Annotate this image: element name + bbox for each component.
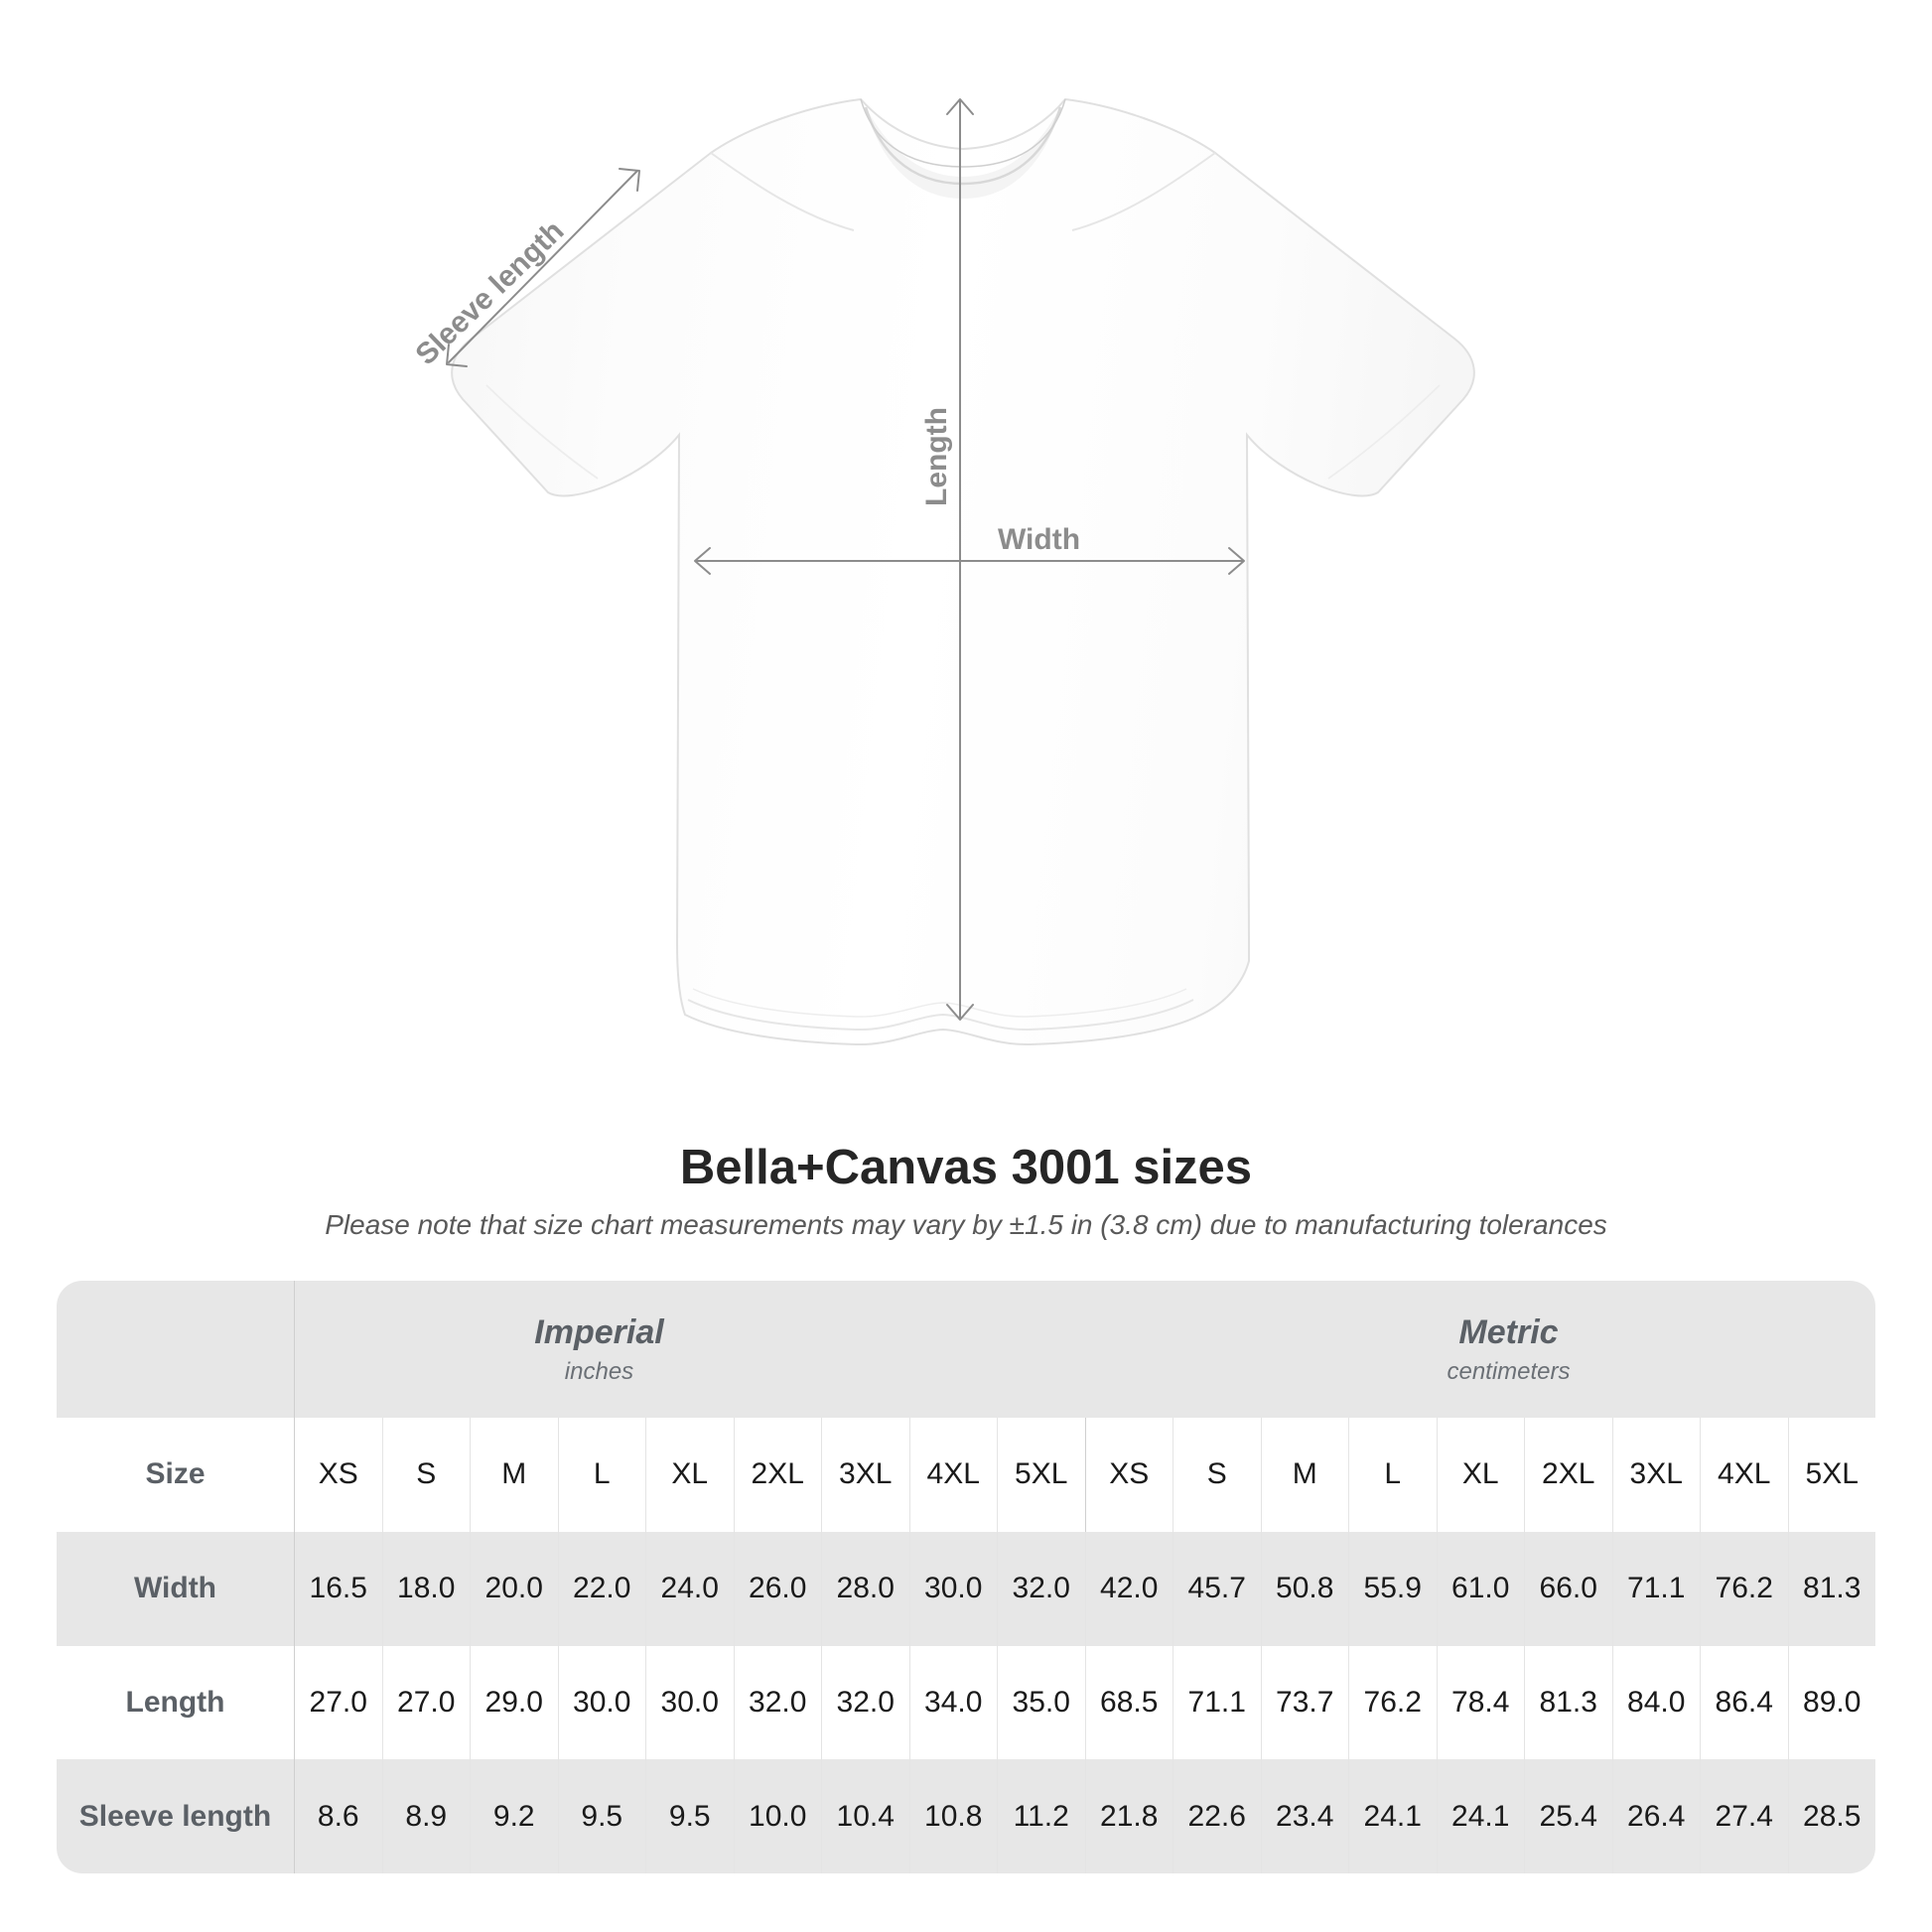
svg-text:Width: Width <box>998 523 1080 556</box>
svg-text:Length: Length <box>920 407 953 506</box>
